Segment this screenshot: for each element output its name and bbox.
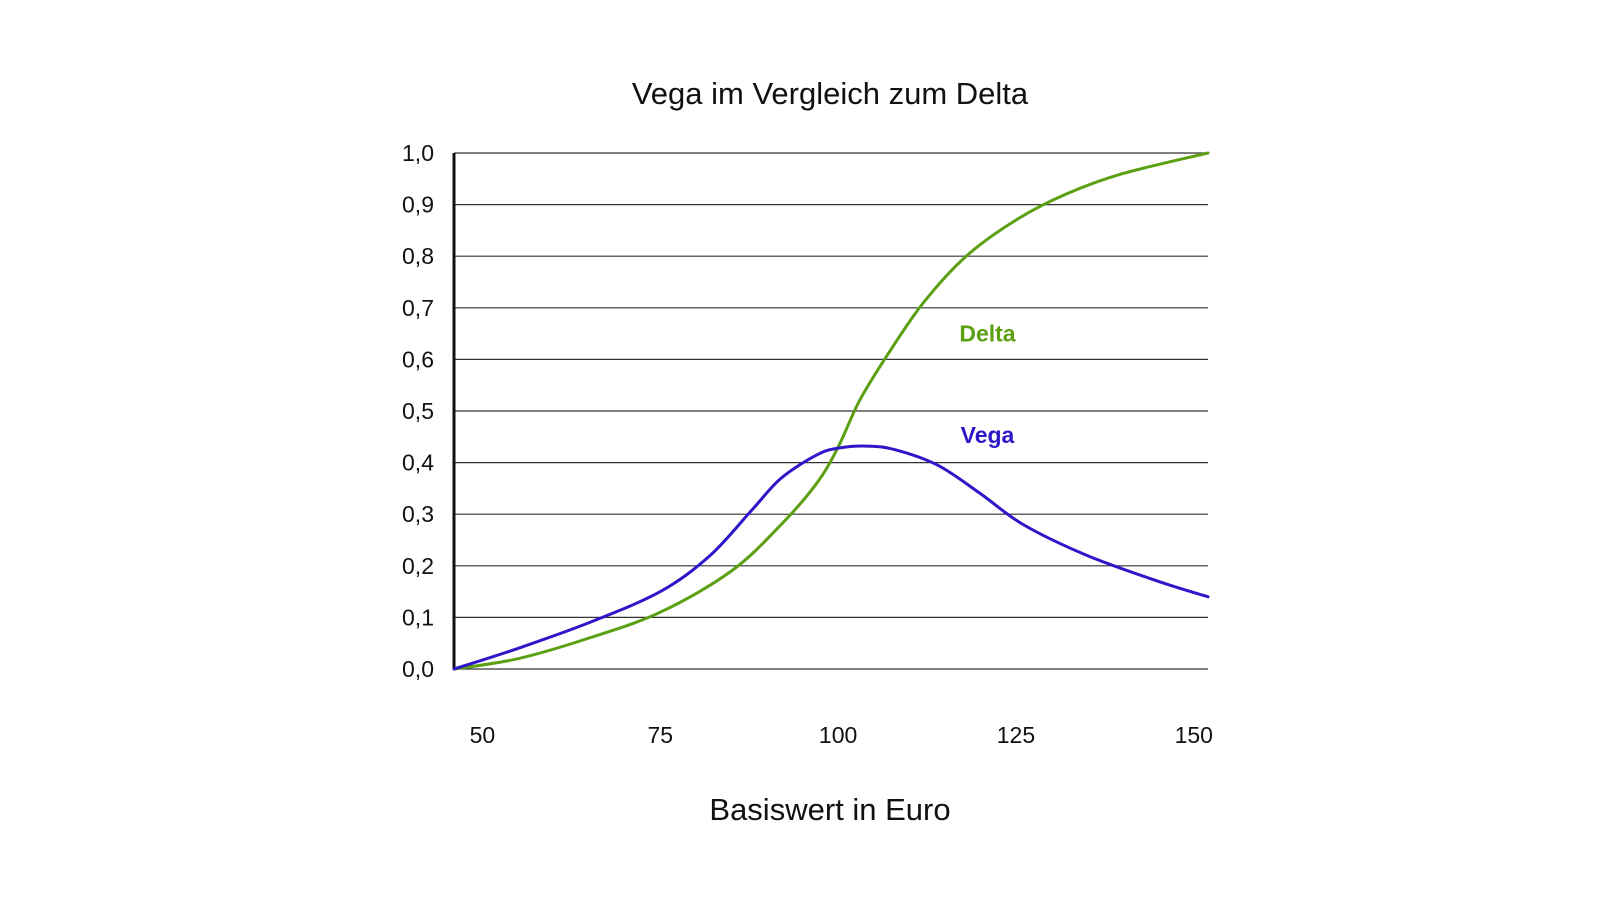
series-labels: Delta Vega (959, 320, 1015, 448)
y-tick-label: 0,1 (402, 604, 434, 630)
y-tick-label: 0,8 (402, 243, 434, 269)
x-tick-label: 100 (819, 722, 857, 748)
y-tick-label: 0,0 (402, 656, 434, 682)
x-axis-ticks: 50 75 100 125 150 (470, 722, 1213, 748)
y-tick-label: 0,3 (402, 501, 434, 527)
y-tick-label: 0,4 (402, 450, 434, 476)
y-tick-label: 0,7 (402, 295, 434, 321)
x-tick-label: 150 (1175, 722, 1213, 748)
y-tick-label: 0,6 (402, 346, 434, 372)
series-lines (452, 151, 1210, 671)
y-tick-label: 0,2 (402, 553, 434, 579)
x-tick-label: 75 (647, 722, 673, 748)
series-label-delta: Delta (959, 320, 1015, 346)
y-tick-label: 0,9 (402, 192, 434, 218)
y-tick-label: 0,5 (402, 398, 434, 424)
x-tick-label: 50 (470, 722, 496, 748)
series-line-delta (452, 151, 1210, 671)
series-label-vega: Vega (961, 422, 1015, 448)
y-tick-label: 1,0 (402, 140, 434, 166)
gridlines (454, 152, 1208, 670)
x-axis-label: Basiswert in Euro (709, 792, 950, 827)
y-axis-ticks: 0,0 0,1 0,2 0,3 0,4 0,5 0,6 0,7 0,8 0,9 1,0 (402, 140, 434, 682)
chart-title: Vega im Vergleich zum Delta (632, 76, 1029, 111)
x-tick-label: 125 (997, 722, 1035, 748)
series-line-vega (452, 444, 1210, 671)
